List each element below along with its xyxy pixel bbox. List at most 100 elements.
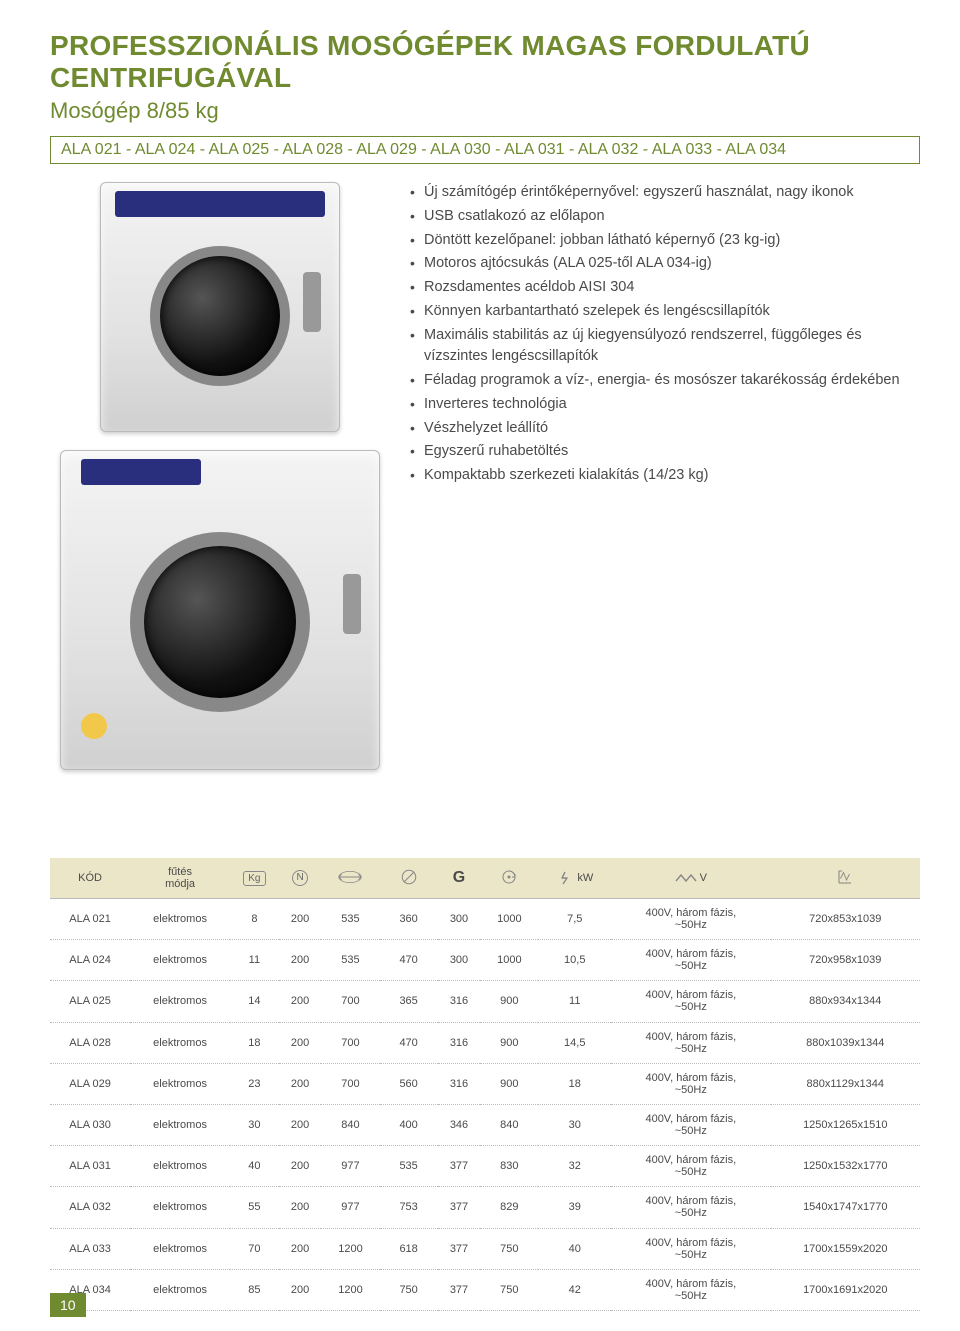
- table-cell: 10,5: [538, 940, 611, 981]
- table-cell: elektromos: [130, 1063, 230, 1104]
- col-heating: fűtés módja: [130, 858, 230, 899]
- table-row: ALA 034elektromos85200120075037775042400…: [50, 1269, 920, 1310]
- table-cell: 40: [230, 1146, 279, 1187]
- table-cell: elektromos: [130, 940, 230, 981]
- table-cell: 200: [279, 899, 322, 940]
- table-cell: 977: [321, 1146, 379, 1187]
- table-cell: 377: [438, 1146, 481, 1187]
- washer-image-small: [100, 182, 340, 432]
- table-cell: 900: [480, 1022, 538, 1063]
- table-cell: ALA 028: [50, 1022, 130, 1063]
- col-v: V: [611, 858, 770, 899]
- table-cell: elektromos: [130, 1269, 230, 1310]
- table-cell: ALA 032: [50, 1187, 130, 1228]
- table-cell: 55: [230, 1187, 279, 1228]
- subtitle: Mosógép 8/85 kg: [50, 98, 920, 124]
- table-cell: elektromos: [130, 899, 230, 940]
- table-cell: 1200: [321, 1269, 379, 1310]
- table-cell: ALA 021: [50, 899, 130, 940]
- table-cell: 300: [438, 899, 481, 940]
- table-cell: ALA 033: [50, 1228, 130, 1269]
- table-cell: 400V, három fázis, ~50Hz: [611, 1187, 770, 1228]
- table-cell: elektromos: [130, 1228, 230, 1269]
- table-cell: 365: [380, 981, 438, 1022]
- table-cell: 42: [538, 1269, 611, 1310]
- feature-item: Motoros ajtócsukás (ALA 025-től ALA 034-…: [410, 253, 920, 275]
- table-cell: 535: [380, 1146, 438, 1187]
- table-cell: elektromos: [130, 1187, 230, 1228]
- table-row: ALA 028elektromos1820070047031690014,540…: [50, 1022, 920, 1063]
- col-kg: Kg: [230, 858, 279, 899]
- feature-item: Új számítógép érintőképernyővel: egyszer…: [410, 182, 920, 204]
- table-cell: 346: [438, 1104, 481, 1145]
- feature-item: Maximális stabilitás az új kiegyensúlyoz…: [410, 325, 920, 369]
- table-cell: 300: [438, 940, 481, 981]
- col-code: KÓD: [50, 858, 130, 899]
- feature-item: Inverteres technológia: [410, 394, 920, 416]
- table-row: ALA 021elektromos820053536030010007,5400…: [50, 899, 920, 940]
- table-cell: 18: [230, 1022, 279, 1063]
- table-cell: 7,5: [538, 899, 611, 940]
- table-row: ALA 025elektromos1420070036531690011400V…: [50, 981, 920, 1022]
- table-cell: 30: [538, 1104, 611, 1145]
- table-cell: 200: [279, 1187, 322, 1228]
- table-cell: 8: [230, 899, 279, 940]
- table-cell: 829: [480, 1187, 538, 1228]
- spec-table: KÓD fűtés módja Kg N G kW V: [50, 858, 920, 1311]
- table-row: ALA 031elektromos4020097753537783032400V…: [50, 1146, 920, 1187]
- table-cell: 200: [279, 1063, 322, 1104]
- table-cell: ALA 025: [50, 981, 130, 1022]
- table-cell: 535: [321, 940, 379, 981]
- table-cell: 23: [230, 1063, 279, 1104]
- table-cell: 1200: [321, 1228, 379, 1269]
- col-n: N: [279, 858, 322, 899]
- table-cell: 14,5: [538, 1022, 611, 1063]
- feature-item: Féladag programok a víz-, energia- és mo…: [410, 370, 920, 392]
- table-cell: 618: [380, 1228, 438, 1269]
- feature-item: Kompaktabb szerkezeti kialakítás (14/23 …: [410, 465, 920, 487]
- table-cell: elektromos: [130, 981, 230, 1022]
- col-spin-icon: [480, 858, 538, 899]
- table-cell: 400V, három fázis, ~50Hz: [611, 1104, 770, 1145]
- table-cell: 377: [438, 1228, 481, 1269]
- table-cell: 400V, három fázis, ~50Hz: [611, 1228, 770, 1269]
- feature-item: Egyszerű ruhabetöltés: [410, 441, 920, 463]
- table-cell: 1250x1532x1770: [771, 1146, 920, 1187]
- table-cell: 200: [279, 1228, 322, 1269]
- feature-item: Könnyen karbantartható szelepek és lengé…: [410, 301, 920, 323]
- table-cell: 700: [321, 1022, 379, 1063]
- washer-image-large: [60, 450, 380, 770]
- table-cell: 900: [480, 981, 538, 1022]
- table-cell: 200: [279, 981, 322, 1022]
- table-cell: 32: [538, 1146, 611, 1187]
- table-cell: 360: [380, 899, 438, 940]
- table-cell: 377: [438, 1187, 481, 1228]
- table-cell: 750: [480, 1269, 538, 1310]
- table-row: ALA 029elektromos2320070056031690018400V…: [50, 1063, 920, 1104]
- table-cell: elektromos: [130, 1022, 230, 1063]
- col-kw: kW: [538, 858, 611, 899]
- table-cell: 1000: [480, 899, 538, 940]
- table-cell: 535: [321, 899, 379, 940]
- table-row: ALA 024elektromos11200535470300100010,54…: [50, 940, 920, 981]
- table-cell: 200: [279, 1269, 322, 1310]
- table-cell: ALA 029: [50, 1063, 130, 1104]
- col-g: G: [438, 858, 481, 899]
- table-cell: 1700x1559x2020: [771, 1228, 920, 1269]
- table-cell: 316: [438, 1022, 481, 1063]
- feature-item: USB csatlakozó az előlapon: [410, 206, 920, 228]
- table-cell: 720x853x1039: [771, 899, 920, 940]
- table-cell: 470: [380, 1022, 438, 1063]
- table-row: ALA 032elektromos5520097775337782939400V…: [50, 1187, 920, 1228]
- table-cell: 85: [230, 1269, 279, 1310]
- table-cell: 11: [230, 940, 279, 981]
- table-cell: 720x958x1039: [771, 940, 920, 981]
- table-row: ALA 030elektromos3020084040034684030400V…: [50, 1104, 920, 1145]
- table-cell: 700: [321, 981, 379, 1022]
- table-cell: 18: [538, 1063, 611, 1104]
- table-cell: 1000: [480, 940, 538, 981]
- table-cell: 14: [230, 981, 279, 1022]
- table-cell: elektromos: [130, 1146, 230, 1187]
- col-width-icon: [321, 858, 379, 899]
- table-cell: 880x934x1344: [771, 981, 920, 1022]
